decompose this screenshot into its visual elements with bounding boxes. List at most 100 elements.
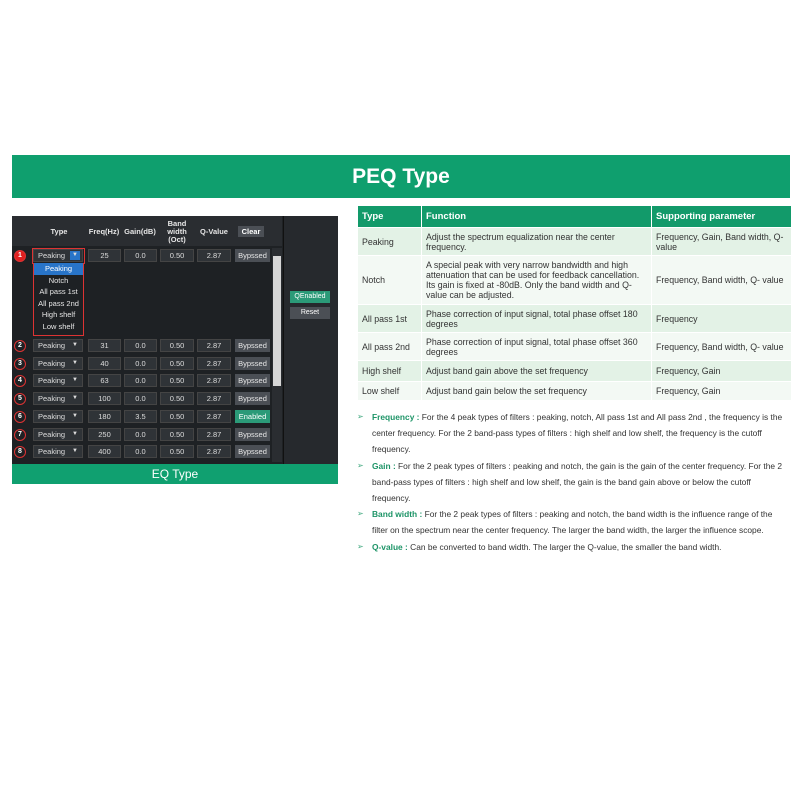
freq-input[interactable]: 100 — [88, 392, 121, 406]
band-status-button[interactable]: Bypssed — [235, 339, 270, 352]
freq-input[interactable]: 250 — [88, 427, 121, 441]
scrollbar-thumb[interactable] — [273, 256, 281, 386]
bandwidth-input[interactable]: 0.50 — [160, 374, 194, 388]
bandwidth-input[interactable]: 0.50 — [160, 392, 194, 406]
type-select[interactable]: Peaking ▼ — [33, 374, 83, 388]
eq-type-caption: EQ Type — [12, 464, 338, 484]
q-input[interactable]: 2.87 — [197, 409, 231, 423]
gain-input[interactable]: 0.0 — [124, 249, 157, 262]
type-select[interactable]: Peaking ▼ — [33, 445, 83, 459]
cell-type: All pass 2nd — [358, 333, 421, 360]
type-select[interactable]: Peaking ▼ — [33, 249, 83, 262]
note-key: Gain : — [372, 460, 396, 471]
q-input[interactable]: 2.87 — [197, 427, 231, 441]
header-freq: Freq(Hz) — [88, 227, 120, 236]
bandwidth-input[interactable]: 0.50 — [160, 339, 194, 352]
chevron-down-icon[interactable]: ▼ — [72, 342, 78, 348]
header-q: Q-Value — [200, 227, 228, 236]
dropdown-option[interactable]: Low shelf — [42, 321, 75, 331]
freq-input[interactable]: 31 — [88, 339, 121, 352]
gain-input[interactable]: 0.0 — [124, 445, 157, 459]
table-row: All pass 1st Phase correction of input si… — [358, 305, 791, 332]
band-status-button[interactable]: Enabled — [235, 409, 270, 423]
band-status-button[interactable]: Bypssed — [235, 249, 270, 262]
bandwidth-input[interactable]: 0.50 — [160, 356, 194, 370]
type-value: Peaking — [38, 447, 66, 457]
cell-supporting: Frequency, Gain — [652, 361, 791, 381]
gain-input[interactable]: 3.5 — [124, 409, 157, 423]
header-gain: Gain(dB) — [124, 227, 156, 236]
type-select[interactable]: Peaking ▼ — [33, 339, 83, 352]
type-select[interactable]: Peaking ▼ — [33, 427, 83, 441]
dropdown-option[interactable]: High shelf — [41, 310, 76, 319]
eq-band-row: 7 Peaking ▼ 250 0.0 0.50 2.87 Bypssed — [12, 427, 282, 442]
note-text: Can be converted to band width. The larg… — [407, 541, 722, 552]
cell-function: Adjust the spectrum equalization near th… — [422, 228, 651, 255]
gain-input[interactable]: 0.0 — [124, 356, 157, 370]
bandwidth-input[interactable]: 0.50 — [160, 249, 194, 262]
type-select[interactable]: Peaking ▼ — [33, 409, 83, 423]
dropdown-option[interactable]: All pass 1st — [39, 287, 78, 296]
dropdown-option[interactable]: All pass 2nd — [38, 298, 79, 308]
freq-input[interactable]: 400 — [88, 445, 121, 459]
qenabled-button[interactable]: QEnabled — [290, 291, 330, 303]
band-status-button[interactable]: Bypssed — [235, 356, 270, 370]
chevron-down-icon[interactable]: ▼ — [72, 395, 78, 402]
q-input[interactable]: 2.87 — [197, 392, 231, 406]
gain-input[interactable]: 0.0 — [124, 427, 157, 441]
chevron-down-icon[interactable]: ▼ — [72, 377, 78, 384]
side-panel: QEnabled Reset — [283, 216, 338, 464]
q-input[interactable]: 2.87 — [197, 374, 231, 388]
freq-input[interactable]: 63 — [88, 374, 121, 388]
bandwidth-input[interactable]: 0.50 — [160, 409, 194, 423]
chevron-down-icon[interactable]: ▼ — [72, 412, 78, 419]
cell-supporting: Frequency, Band width, Q- value — [652, 256, 791, 304]
cell-supporting: Frequency, Gain, Band width, Q- value — [652, 228, 791, 255]
gain-input[interactable]: 0.0 — [124, 392, 157, 406]
band-status-button[interactable]: Bypssed — [235, 374, 270, 388]
chevron-down-icon[interactable]: ▼ — [72, 448, 78, 455]
eq-band-row: 8 Peaking ▼ 400 0.0 0.50 2.87 Bypssed — [12, 445, 282, 459]
freq-input[interactable]: 40 — [88, 356, 121, 370]
band-number: 5 — [14, 393, 26, 406]
chevron-down-icon[interactable]: ▼ — [72, 430, 78, 437]
band-status-button[interactable]: Bypssed — [235, 392, 270, 406]
band-number: 2 — [14, 340, 26, 352]
dropdown-highlight — [32, 248, 85, 264]
freq-input[interactable]: 180 — [88, 409, 121, 423]
chevron-down-icon[interactable]: ▼ — [72, 359, 78, 366]
dropdown-option[interactable]: Peaking — [34, 263, 83, 275]
clear-button[interactable]: Clear — [238, 226, 264, 237]
band-status-button[interactable]: Bypssed — [235, 427, 270, 441]
band-number: 3 — [14, 357, 26, 370]
dropdown-option[interactable]: Notch — [48, 275, 69, 285]
chevron-down-icon[interactable]: ▼ — [70, 251, 80, 260]
gain-input[interactable]: 0.0 — [124, 339, 157, 352]
arrow-bullet-icon: ➢ — [357, 509, 364, 519]
band-status-button[interactable]: Bypssed — [235, 445, 270, 459]
q-input[interactable]: 2.87 — [197, 356, 231, 370]
bandwidth-input[interactable]: 0.50 — [160, 427, 194, 441]
reset-button[interactable]: Reset — [290, 307, 330, 319]
freq-input[interactable]: 25 — [88, 249, 121, 262]
arrow-bullet-icon: ➢ — [357, 541, 364, 551]
note-item: ➢ Frequency : For the 4 peak types of fil… — [357, 409, 787, 458]
gain-input[interactable]: 0.0 — [124, 374, 157, 388]
note-item: ➢ Q-value : Can be converted to band widt… — [357, 539, 787, 555]
table-row: All pass 2nd Phase correction of input si… — [358, 333, 791, 360]
type-dropdown-list: Peaking Notch All pass 1st All pass 2nd High… — [33, 263, 84, 336]
note-item: ➢ Gain : For the 2 peak types of filters … — [357, 458, 787, 507]
band-number: 4 — [14, 375, 26, 388]
cell-function: Phase correction of input signal, total … — [422, 333, 651, 360]
q-input[interactable]: 2.87 — [197, 445, 231, 459]
bandwidth-input[interactable]: 0.50 — [160, 445, 194, 459]
eq-header: Type Freq(Hz) Gain(dB) Band width (Oct) … — [12, 216, 282, 246]
type-select[interactable]: Peaking ▼ — [33, 392, 83, 406]
q-input[interactable]: 2.87 — [197, 339, 231, 352]
q-input[interactable]: 2.87 — [197, 249, 231, 262]
th-supporting: Supporting parameter — [652, 206, 791, 227]
scrollbar[interactable] — [272, 248, 282, 462]
cell-type: All pass 1st — [358, 305, 421, 332]
type-select[interactable]: Peaking ▼ — [33, 356, 83, 370]
cell-supporting: Frequency, Gain — [652, 382, 791, 400]
